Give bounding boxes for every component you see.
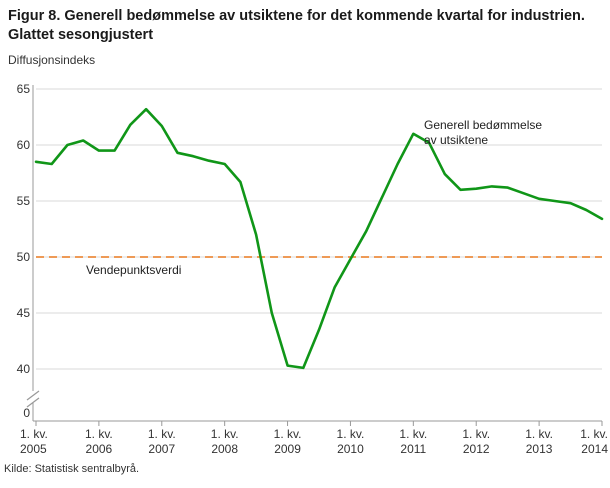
y-tick-label-50: 50 — [17, 250, 31, 264]
x-tick-label-year-2005: 2005 — [20, 442, 47, 456]
y-tick-label-0: 0 — [23, 406, 30, 420]
x-tick-label-quarter-2005: 1. kv. — [20, 427, 48, 441]
x-tick-label-year-2012: 2012 — [463, 442, 490, 456]
axis-break-mark — [26, 390, 40, 401]
chart: 0 40 45 50 55 60 65 1. kv. 2005 1. kv. 2006 1. kv. 2… — [0, 69, 610, 461]
x-tick-label-year-2011: 2011 — [400, 442, 426, 456]
x-tick-label-year-2014: 2014 — [581, 442, 608, 456]
y-tick-label-45: 45 — [17, 306, 31, 320]
x-tick-label-quarter-2008: 1. kv. — [211, 427, 239, 441]
source-note: Kilde: Statistisk sentralbyrå. — [4, 463, 140, 476]
x-tick-label-year-2008: 2008 — [211, 442, 238, 456]
reference-line-label: Vendepunktsverdi — [86, 263, 181, 277]
y-tick-label-40: 40 — [17, 362, 31, 376]
x-tick-label-quarter-2011: 1. kv. — [399, 427, 427, 441]
x-tick-label-year-2007: 2007 — [148, 442, 175, 456]
x-tick-label-year-2009: 2009 — [274, 442, 301, 456]
series-annotation-line2: av utsiktene — [424, 133, 488, 147]
x-tick-label-quarter-2014: 1. kv. — [580, 427, 608, 441]
series-annotation-line1: Generell bedømmelse — [424, 118, 542, 132]
x-tick-label-year-2010: 2010 — [337, 442, 364, 456]
x-tick-label-year-2006: 2006 — [86, 442, 113, 456]
x-tick-label-quarter-2013: 1. kv. — [525, 427, 553, 441]
series-line — [34, 107, 604, 370]
y-tick-label-55: 55 — [17, 194, 31, 208]
chart-title: Figur 8. Generell bedømmelse av utsikten… — [8, 8, 585, 43]
x-tick-label-quarter-2012: 1. kv. — [462, 427, 490, 441]
x-tick-label-quarter-2010: 1. kv. — [337, 427, 365, 441]
y-tick-label-65: 65 — [17, 82, 31, 96]
y-axis-unit-label: Diffusjonsindeks — [8, 53, 96, 68]
x-tick-label-quarter-2006: 1. kv. — [85, 427, 113, 441]
axis-break-mark — [26, 397, 40, 408]
x-tick-label-quarter-2009: 1. kv. — [274, 427, 302, 441]
x-tick-label-year-2013: 2013 — [526, 442, 553, 456]
y-tick-label-60: 60 — [17, 138, 31, 152]
x-tick-label-quarter-2007: 1. kv. — [148, 427, 176, 441]
